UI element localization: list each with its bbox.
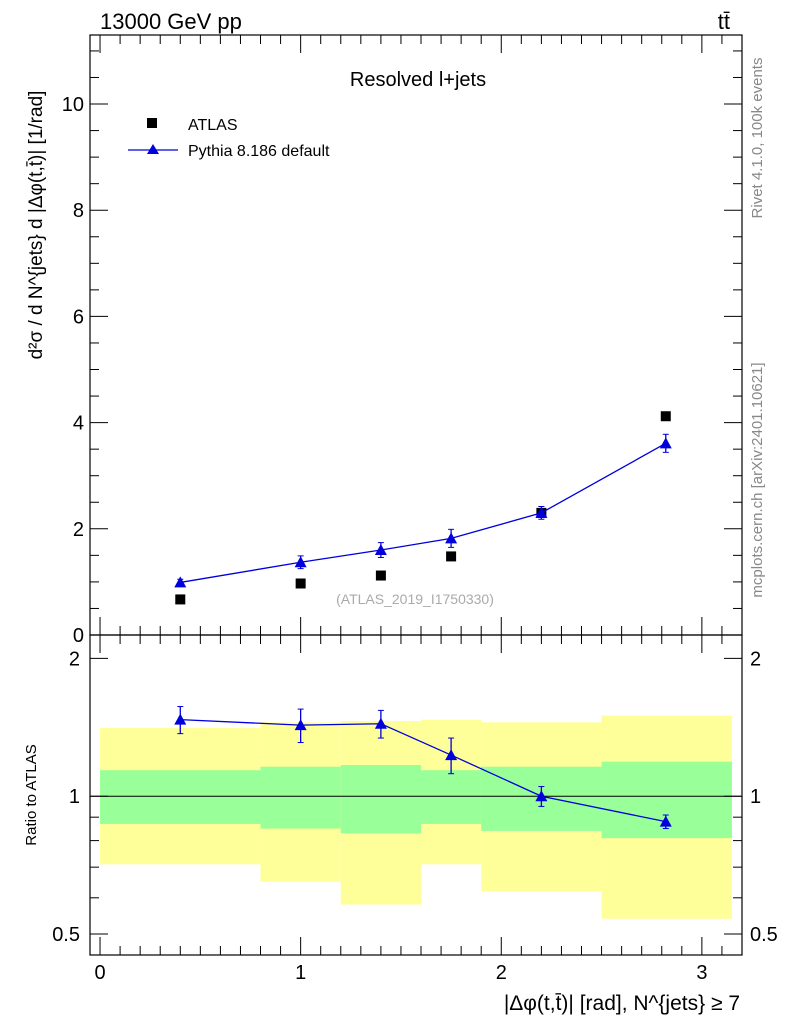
pythia-data-point	[535, 506, 548, 518]
ratio-uncertainty-band-inner	[421, 770, 482, 824]
pythia-data-point	[374, 544, 387, 556]
ratio-y-axis-label: Ratio to ATLAS	[23, 744, 40, 845]
legend: ATLAS Pythia 8.186 default	[128, 117, 330, 160]
ratio-data-point	[294, 719, 307, 731]
main-y-tick-label: 0	[73, 625, 84, 647]
main-title: Resolved l+jets	[350, 69, 486, 91]
ratio-x-tick-label: 3	[696, 962, 707, 984]
main-y-tick-label: 10	[62, 94, 84, 116]
ratio-x-tick-label: 1	[295, 962, 306, 984]
pythia-data-point	[659, 437, 672, 449]
ratio-pythia-line	[180, 718, 666, 823]
ratio-uncertainty-band-inner	[100, 770, 261, 824]
ratio-frame	[89, 634, 743, 956]
mcplots-label: mcplots.cern.ch [arXiv:2401.10621]	[749, 362, 766, 597]
pythia-data-point	[445, 532, 458, 544]
legend-atlas-marker	[147, 118, 157, 128]
main-y-tick-label: 6	[73, 306, 84, 328]
legend-pythia-label: Pythia 8.186 default	[188, 143, 330, 160]
ratio-y-tick-label-right: 2	[750, 648, 761, 670]
main-panel: 0 2 4 6 8 10 Resolved l+jets (ATLAS_2019_I175…	[26, 34, 743, 647]
ratio-data-point	[374, 717, 387, 729]
ratio-uncertainty-band-inner	[260, 766, 341, 829]
main-y-tick-label: 8	[73, 200, 84, 222]
ratio-uncertainty-band-inner	[601, 761, 732, 839]
pythia-data-point	[174, 576, 187, 588]
atlas-data-point	[446, 551, 457, 562]
ratio-uncertainty-band-inner	[340, 765, 422, 834]
ratio-data-point	[535, 790, 548, 802]
atlas-data-point	[295, 578, 306, 589]
ratio-y-tick-label: 2	[69, 648, 80, 670]
atlas-data-point	[660, 411, 671, 422]
ratio-x-tick-label: 2	[496, 962, 507, 984]
atlas-data-point	[175, 594, 186, 605]
atlas-data-point	[375, 570, 386, 581]
main-y-tick-label: 2	[73, 519, 84, 541]
ratio-y-tick-label-right: 1	[750, 786, 761, 808]
ratio-data-point	[659, 815, 672, 827]
main-y-axis-label: d²σ / d N^{jets} d |Δφ(t,t̄)| [1/rad]	[26, 91, 47, 360]
main-y-tick-label: 4	[73, 413, 84, 435]
legend-pythia-marker	[147, 144, 159, 154]
header-energy-label: 13000 GeV pp	[100, 9, 242, 34]
ratio-x-tick-label: 0	[94, 962, 105, 984]
ratio-y-tick-label-right: 0.5	[750, 924, 778, 946]
x-axis-label: |Δφ(t,t̄)| [rad], N^{jets} ≥ 7	[504, 992, 740, 1015]
header-process-label: tt̄	[718, 9, 730, 34]
legend-atlas-label: ATLAS	[188, 117, 238, 134]
ratio-panel: 0.5 0.5 1 1 2 2 0 1 2 3 Ratio to ATLAS |Δφ(t,t̄)…	[23, 634, 778, 1015]
ratio-y-tick-label: 0.5	[52, 924, 80, 946]
pythia-data-point	[294, 556, 307, 568]
main-watermark: (ATLAS_2019_I1750330)	[336, 591, 494, 607]
ratio-y-tick-label: 1	[69, 786, 80, 808]
ratio-data-point	[174, 713, 187, 725]
ratio-data-point	[445, 749, 458, 761]
pythia-line	[180, 442, 667, 584]
rivet-version-label: Rivet 4.1.0, 100k events	[749, 58, 766, 219]
